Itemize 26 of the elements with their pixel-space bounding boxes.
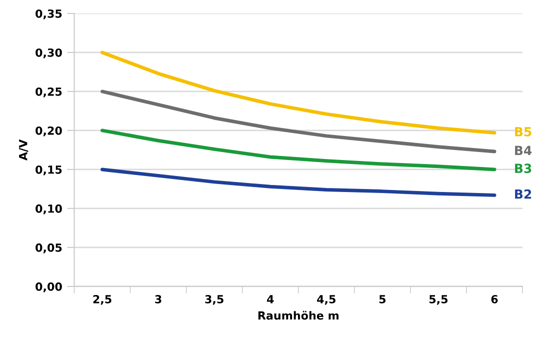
y-tick-label: 0,35 — [36, 9, 62, 20]
series-label: B4 — [515, 146, 532, 155]
y-axis-title: A/V — [19, 139, 28, 161]
x-axis-title: Raumhöhe m — [258, 310, 338, 320]
y-tick-label: 0,15 — [36, 165, 62, 176]
x-tick-label: 3 — [155, 294, 162, 304]
x-tick-label: 4,5 — [317, 295, 336, 305]
y-tick-label: 0,30 — [36, 48, 62, 58]
y-tick-label: 0,20 — [36, 126, 62, 136]
x-tick-label: 5 — [379, 295, 386, 304]
line-series — [100, 168, 496, 197]
line-series — [100, 90, 496, 154]
x-tick-label: 4 — [266, 295, 274, 304]
y-tick-label: 0,10 — [36, 204, 62, 214]
x-tick-label: 3,5 — [205, 294, 224, 305]
x-tick-label: 5,5 — [429, 295, 448, 305]
series-label: B2 — [515, 189, 532, 199]
line-series — [100, 128, 496, 172]
y-tick-label: 0,25 — [36, 87, 62, 98]
series-label: B5 — [515, 127, 532, 136]
x-tick-label: 2,5 — [93, 294, 112, 305]
series-label: B3 — [515, 164, 532, 174]
y-tick-label: 0,05 — [36, 243, 62, 254]
x-tick-label: 6 — [491, 294, 498, 304]
line-series — [100, 50, 496, 135]
y-tick-label: 0,00 — [36, 282, 62, 292]
